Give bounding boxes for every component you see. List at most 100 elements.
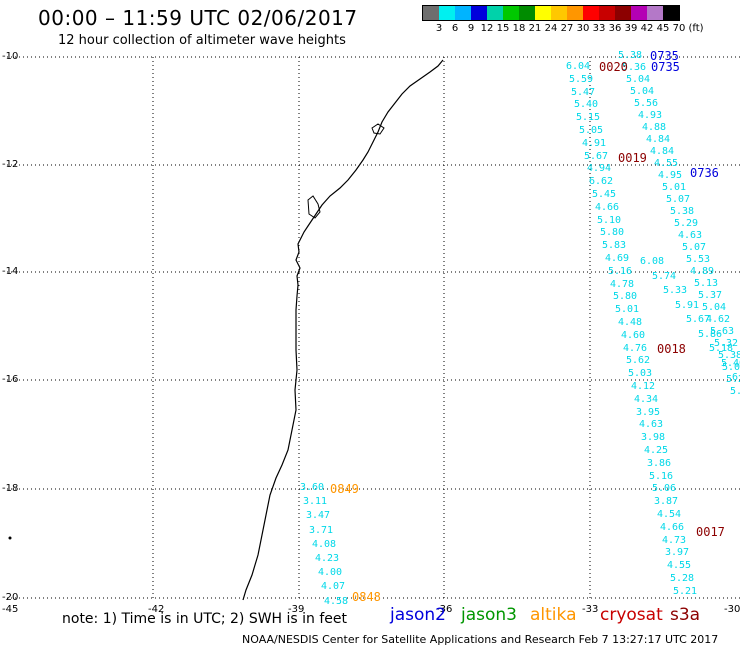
- cryosat-swh-value: 4.55: [667, 560, 692, 571]
- latitude-label: -20: [2, 592, 19, 603]
- cryosat-swh-value: 5.67: [584, 151, 609, 162]
- cryosat-swh-value: 5.28: [670, 573, 695, 584]
- altika-swh-value: 3.11: [303, 496, 328, 507]
- color-swatch: [423, 6, 439, 20]
- cryosat-swh-value: 4.60: [621, 330, 646, 341]
- longitude-label: -36: [436, 604, 453, 615]
- longitude-label: -42: [148, 604, 165, 615]
- pass-time-label: 0736: [690, 166, 719, 180]
- jason2-swh-value: 5.56: [634, 98, 659, 109]
- jason2-swh-value: 5.67: [686, 314, 711, 325]
- color-swatch: [487, 6, 503, 20]
- jason2-swh-value: 4.63: [678, 230, 703, 241]
- altika-swh-value: 4.08: [312, 539, 337, 550]
- altika-swh-value: 3.60: [300, 482, 325, 493]
- chart-title: 00:00 – 11:59 UTC 02/06/2017: [38, 6, 358, 30]
- pass-time-label: 0849: [330, 482, 359, 496]
- cryosat-swh-value: 5.80: [613, 291, 638, 302]
- color-scale-label: 3: [435, 23, 443, 34]
- longitude-label: -39: [288, 604, 305, 615]
- jason2-swh-value: 4.93: [638, 110, 663, 121]
- jason2-swh-value: 5.18: [709, 343, 734, 354]
- latitude-label: -14: [2, 266, 19, 277]
- cryosat-swh-value: 3.87: [654, 496, 679, 507]
- note-text: note: 1) Time is in UTC; 2) SWH is in fe…: [62, 611, 348, 627]
- satellite-legend-cryosat: cryosat: [600, 605, 663, 625]
- satellite-legend-jason2: jason2: [390, 605, 446, 625]
- altika-swh-value: 3.47: [306, 510, 331, 521]
- cryosat-swh-value: 5.10: [597, 215, 622, 226]
- color-scale-labels: 3 6 9 12 15 18 21 24 27 30 33 36 39 42 45 70 (ft): [422, 21, 704, 35]
- color-scale-label: 39: [624, 23, 638, 34]
- satellite-legend-altika: altika: [530, 605, 577, 625]
- color-scale-label: 27: [560, 23, 574, 34]
- color-scale-label: 6: [451, 23, 459, 34]
- cryosat-swh-value: 5.83: [602, 240, 627, 251]
- color-scale-label: 33: [592, 23, 606, 34]
- color-scale-label: 70: [672, 23, 686, 34]
- jason2-swh-value: 5.04: [626, 74, 651, 85]
- altika-swh-value: 4.07: [321, 581, 346, 592]
- cryosat-swh-value: 3.97: [665, 547, 690, 558]
- jason2-swh-value: 5.37: [698, 290, 723, 301]
- jason2-swh-value: 5.63: [710, 326, 735, 337]
- jason2-swh-value: 5.33: [663, 285, 688, 296]
- satellite-legend-jason3: jason3: [461, 605, 517, 625]
- color-swatch: [615, 6, 631, 20]
- cryosat-swh-value: 4.94: [587, 163, 612, 174]
- color-swatch: [599, 6, 615, 20]
- pass-time-label: 0735: [650, 49, 679, 63]
- bay-inlet: [307, 195, 321, 219]
- color-scale-label: 24: [544, 23, 558, 34]
- jason2-swh-value: 5.13: [694, 278, 719, 289]
- cryosat-swh-value: 5.47: [571, 87, 596, 98]
- latitude-label: -16: [2, 374, 19, 385]
- pass-time-label: 0017: [696, 525, 725, 539]
- color-scale-unit: (ft): [688, 23, 704, 34]
- cryosat-swh-value: 4.69: [605, 253, 630, 264]
- color-scale-label: 21: [528, 23, 542, 34]
- jason2-swh-value: 5.74: [652, 271, 677, 282]
- satellite-legend-s3a: s3a: [670, 605, 701, 625]
- altika-swh-value: 4.00: [318, 567, 343, 578]
- cryosat-swh-value: 5.45: [592, 189, 617, 200]
- color-swatch: [439, 6, 455, 20]
- jason2-swh-value: 5.36: [622, 62, 647, 73]
- latitude-label: -10: [2, 51, 19, 62]
- jason2-swh-value: 6.02: [732, 372, 740, 383]
- jason2-swh-value: 4.95: [658, 170, 683, 181]
- jason2-swh-value: 4.84: [646, 134, 671, 145]
- color-swatch: [567, 6, 583, 20]
- color-swatch: [551, 6, 567, 20]
- jason2-swh-value: 5.29: [674, 218, 699, 229]
- footer-credit: NOAA/NESDIS Center for Satellite Applica…: [242, 633, 719, 646]
- latitude-label: -12: [2, 159, 19, 170]
- color-swatch: [663, 6, 679, 20]
- color-scale-bar: [422, 5, 680, 21]
- color-scale-label: 9: [467, 23, 475, 34]
- cryosat-swh-value: 4.66: [660, 522, 685, 533]
- cryosat-swh-value: 4.25: [644, 445, 669, 456]
- pass-time-label: 0735: [651, 60, 680, 74]
- jason2-swh-value: 4.88: [642, 122, 667, 133]
- cryosat-swh-value: 5.80: [600, 227, 625, 238]
- color-scale-label: 42: [640, 23, 654, 34]
- chart-subtitle: 12 hour collection of altimeter wave hei…: [58, 33, 346, 48]
- jason2-swh-value: 5.86: [698, 329, 723, 340]
- color-swatch: [455, 6, 471, 20]
- longitude-label: -33: [582, 604, 599, 615]
- cryosat-swh-value: 5.06: [652, 483, 677, 494]
- cryosat-swh-value: 6.04: [566, 61, 591, 72]
- pass-time-label: 0020: [599, 60, 628, 74]
- color-scale-label: 15: [496, 23, 510, 34]
- color-scale-label: 30: [576, 23, 590, 34]
- jason2-swh-value: 5.04: [630, 86, 655, 97]
- jason2-swh-value: 4.89: [690, 266, 715, 277]
- cryosat-swh-value: 6.62: [589, 176, 614, 187]
- pass-time-label: 0848: [352, 590, 381, 604]
- cryosat-swh-value: 5.59: [569, 74, 594, 85]
- cryosat-swh-value: 3.86: [647, 458, 672, 469]
- jason2-swh-value: 5.28: [726, 374, 740, 385]
- jason2-swh-value: 4.62: [706, 314, 731, 325]
